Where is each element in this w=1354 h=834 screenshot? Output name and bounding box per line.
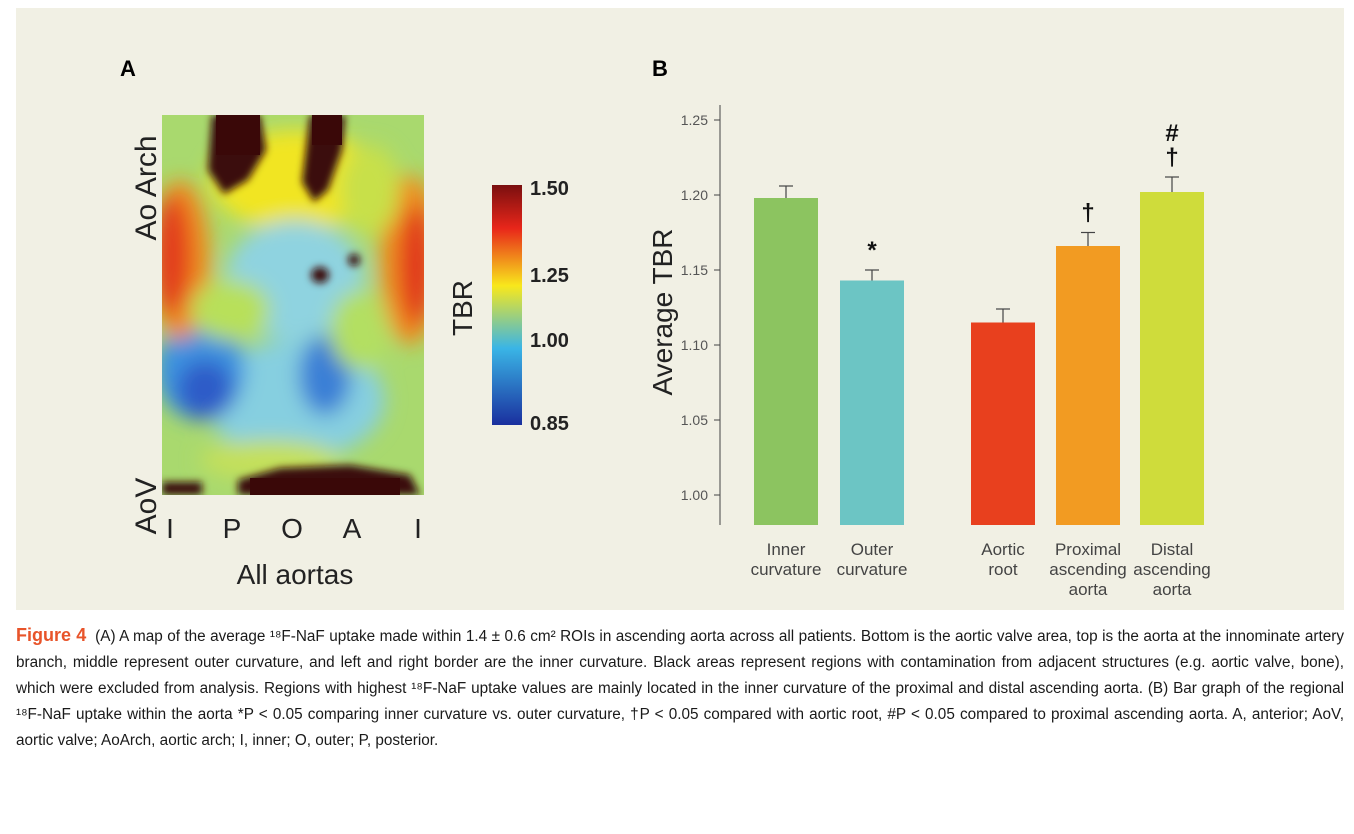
heatmap bbox=[162, 115, 424, 495]
y-tick-label: 1.20 bbox=[681, 187, 708, 203]
bar bbox=[840, 280, 904, 525]
category-label: root bbox=[988, 560, 1018, 579]
x-axis-title: All aortas bbox=[237, 559, 354, 590]
x-tick-label: I bbox=[414, 513, 422, 544]
category-label: Distal bbox=[1151, 540, 1194, 559]
category-label: aorta bbox=[1069, 580, 1108, 599]
y-axis-title: Average TBR bbox=[647, 228, 678, 395]
category-label: Inner bbox=[767, 540, 806, 559]
category-label: ascending bbox=[1133, 560, 1211, 579]
colorbar-tick-label: 1.00 bbox=[530, 330, 569, 352]
category-label: Aortic bbox=[981, 540, 1025, 559]
y-tick-label: 1.25 bbox=[681, 112, 708, 128]
category-label: curvature bbox=[751, 560, 822, 579]
colorbar-tick-label: 1.50 bbox=[530, 178, 569, 200]
colorbar-title: TBR bbox=[447, 280, 478, 336]
bar bbox=[1140, 192, 1204, 525]
panel-b-letter: B bbox=[652, 56, 668, 81]
caption-figure-label: Figure 4 bbox=[16, 625, 87, 645]
significance-marker: † bbox=[1081, 200, 1094, 227]
significance-marker: * bbox=[867, 237, 877, 264]
bar bbox=[754, 198, 818, 525]
y-top-label: Ao Arch bbox=[130, 135, 163, 240]
category-label: Proximal bbox=[1055, 540, 1121, 559]
colorbar bbox=[492, 185, 522, 425]
y-bottom-label: AoV bbox=[130, 478, 163, 535]
colorbar-tick-label: 1.25 bbox=[530, 265, 569, 287]
significance-marker: # bbox=[1165, 120, 1178, 147]
x-tick-label: O bbox=[281, 513, 303, 544]
x-tick-label: A bbox=[343, 513, 362, 544]
y-tick-label: 1.05 bbox=[681, 412, 708, 428]
x-tick-label: P bbox=[223, 513, 242, 544]
colorbar-tick-label: 0.85 bbox=[530, 413, 569, 435]
bar bbox=[971, 322, 1035, 525]
y-tick-label: 1.10 bbox=[681, 337, 708, 353]
caption-text: (A) A map of the average ¹⁸F-NaF uptake … bbox=[16, 628, 1345, 749]
category-label: ascending bbox=[1049, 560, 1127, 579]
bar bbox=[1056, 246, 1120, 525]
category-label: curvature bbox=[837, 560, 908, 579]
category-label: Outer bbox=[851, 540, 894, 559]
panel-a-letter: A bbox=[120, 56, 136, 81]
x-tick-label: I bbox=[166, 513, 174, 544]
y-tick-label: 1.00 bbox=[681, 487, 708, 503]
x-tick-labels: I P O A I bbox=[166, 513, 422, 544]
figure-caption: Figure 4 (A) A map of the average ¹⁸F-Na… bbox=[16, 622, 1344, 754]
panel-a-heatmap-figure: Ao Arch AoV I P O A I All aortas TBR bbox=[130, 115, 522, 590]
significance-marker: † bbox=[1165, 144, 1178, 171]
y-tick-label: 1.15 bbox=[681, 262, 708, 278]
category-label: aorta bbox=[1153, 580, 1192, 599]
panel-b-bar-chart: Average TBR 1.00 1.05 1.10 1.15 1.20 1.25 Inne… bbox=[647, 105, 1211, 599]
